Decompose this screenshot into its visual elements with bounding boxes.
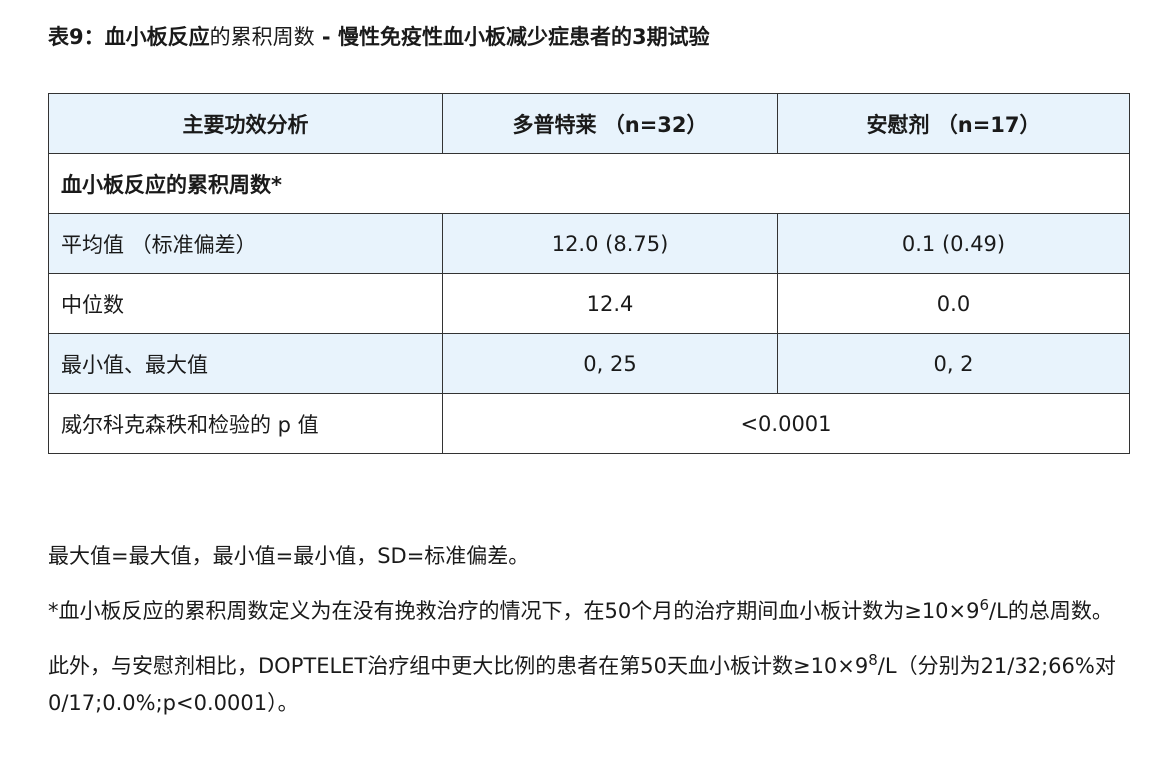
extra-note: 此外，与安慰剂相比，DOPTELET治疗组中更大比例的患者在第50天血小板计数≥… [48,648,1158,722]
placebo-value: 0.1 (0.49) [777,213,1130,274]
pvalue-row: 威尔科克森秩和检验的 p 值 <0.0001 [48,393,1130,454]
table-header-row: 主要功效分析 多普特莱 （n=32） 安慰剂 （n=17） [48,93,1130,154]
extra-superscript: 8 [868,651,878,669]
title-strong-part: 血小板反应 [104,25,210,49]
notes: 最大值=最大值，最小值=最小值，SD=标准偏差。 *血小板反应的累积周数定义为在… [48,538,1158,740]
extra-text-end: /L（分别为21/32;66%对0/17;0.0%;p<0.0001）。 [48,654,1116,715]
footnote-superscript: 6 [979,596,990,614]
header-drug: 多普特莱 （n=32） [442,93,778,154]
drug-value: 12.0 (8.75) [442,213,778,274]
section-row: 血小板反应的累积周数* [48,153,1130,214]
footnote-text-end: /L的总周数。 [989,599,1113,623]
table-row: 平均值 （标准偏差） 12.0 (8.75) 0.1 (0.49) [48,213,1130,274]
pvalue-label: 威尔科克森秩和检验的 p 值 [48,393,443,454]
footnote: *血小板反应的累积周数定义为在没有挽救治疗的情况下，在50个月的治疗期间血小板计… [48,593,1158,630]
row-label: 平均值 （标准偏差） [48,213,443,274]
placebo-value: 0.0 [777,273,1130,334]
placebo-value: 0, 2 [777,333,1130,394]
drug-value: 0, 25 [442,333,778,394]
efficacy-table: 主要功效分析 多普特莱 （n=32） 安慰剂 （n=17） 血小板反应的累积周数… [48,93,1130,454]
header-analysis: 主要功效分析 [48,93,443,154]
extra-text: 此外，与安慰剂相比，DOPTELET治疗组中更大比例的患者在第50天血小板计数≥… [48,654,869,678]
title-trial-part: 慢性免疫性血小板减少症患者的3期试验 [337,25,710,49]
footnote-text: *血小板反应的累积周数定义为在没有挽救治疗的情况下，在50个月的治疗期间血小板计… [48,599,980,623]
abbrev-note: 最大值=最大值，最小值=最小值，SD=标准偏差。 [48,544,530,568]
title-normal-part: 的累积周数 [209,25,315,49]
drug-value: 12.4 [442,273,778,334]
title-dash: - [314,25,338,49]
header-placebo: 安慰剂 （n=17） [777,93,1130,154]
row-label: 中位数 [48,273,443,334]
table-title: 表9：血小板反应的累积周数 - 慢性免疫性血小板减少症患者的3期试验 [48,22,710,52]
row-label: 最小值、最大值 [48,333,443,394]
pvalue-value: <0.0001 [442,393,1130,454]
title-prefix: 表9： [48,25,105,49]
table-row: 最小值、最大值 0, 25 0, 2 [48,333,1130,394]
section-label: 血小板反应的累积周数* [48,153,1130,214]
table-row: 中位数 12.4 0.0 [48,273,1130,334]
